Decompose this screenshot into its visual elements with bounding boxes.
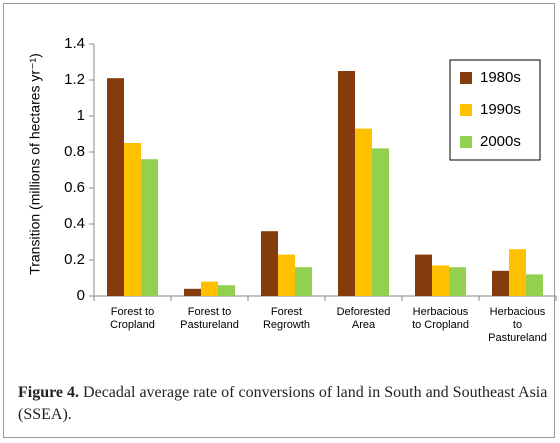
caption: Figure 4. Decadal average rate of conver… <box>18 382 548 426</box>
bar <box>295 267 312 296</box>
bar <box>261 231 278 296</box>
bar <box>124 143 141 296</box>
bar <box>415 254 432 296</box>
caption-label: Figure 4. <box>18 384 80 401</box>
y-tick-label: 0.2 <box>64 251 85 268</box>
bar <box>338 71 355 296</box>
y-tick-label: 1 <box>77 107 85 124</box>
y-tick-label: 1.4 <box>64 35 85 52</box>
x-tick-label: Deforested Area <box>336 306 391 331</box>
bar <box>278 254 295 296</box>
y-tick-label: 0.4 <box>64 215 85 232</box>
y-tick-label: 0.6 <box>64 179 85 196</box>
bar <box>372 148 389 296</box>
x-tick-label: Herbacious to Pastureland <box>488 306 547 344</box>
bar <box>218 285 235 296</box>
figure-frame <box>3 3 555 438</box>
x-tick-label: Forest to Cropland <box>110 306 155 331</box>
y-tick-label: 0.8 <box>64 143 85 160</box>
bar <box>432 265 449 296</box>
bar <box>526 274 543 296</box>
bar <box>355 128 372 296</box>
legend-swatch <box>460 136 472 148</box>
y-axis-label: Transition (millions of hectares yr⁻¹) <box>27 53 43 275</box>
caption-text: Decadal average rate of conversions of l… <box>18 384 548 423</box>
bar <box>107 78 124 296</box>
legend-label: 1980s <box>480 69 521 86</box>
x-tick-label: Forest to Pastureland <box>180 306 239 331</box>
bar <box>449 267 466 296</box>
bar <box>509 249 526 296</box>
legend-swatch <box>460 104 472 116</box>
y-tick-label: 1.2 <box>64 71 85 88</box>
y-tick-label: 0 <box>77 287 85 304</box>
bar <box>201 281 218 296</box>
legend-swatch <box>460 72 472 84</box>
bar <box>184 288 201 296</box>
legend-label: 2000s <box>480 133 521 150</box>
bar <box>141 159 158 296</box>
legend-label: 1990s <box>480 101 521 118</box>
x-tick-label: Forest Regrowth <box>262 306 311 331</box>
bar <box>492 270 509 296</box>
x-tick-label: Herbacious to Cropland <box>412 306 469 331</box>
